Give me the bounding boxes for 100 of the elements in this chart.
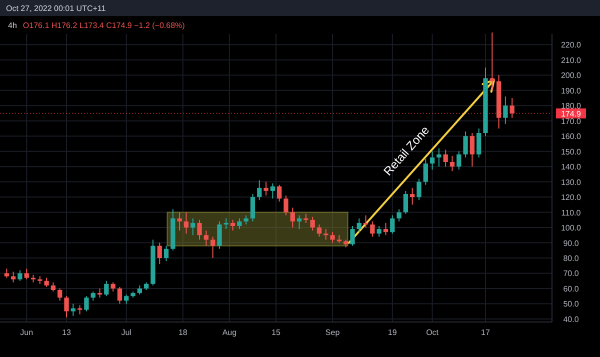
candlestick (470, 132, 475, 168)
candlestick (77, 304, 82, 315)
candlestick (490, 32, 494, 91)
candlestick (416, 178, 422, 201)
y-tick-label: 80.0 (563, 254, 580, 263)
x-tick-label: 19 (388, 328, 398, 337)
x-tick-label: Sep (325, 328, 340, 337)
candlestick (90, 291, 96, 302)
candlestick (50, 282, 56, 292)
candlestick (310, 216, 315, 232)
candlestick (4, 268, 9, 278)
y-tick-label: 40.0 (563, 314, 580, 324)
candlestick (396, 208, 402, 222)
candlestick (363, 214, 368, 228)
candlestick (18, 270, 22, 282)
candlestick (117, 286, 122, 304)
candlestick (284, 195, 288, 216)
candlestick (356, 218, 362, 233)
candlestick (277, 184, 282, 202)
y-tick-label: 120.0 (560, 193, 582, 202)
candlestick (110, 282, 116, 292)
y-tick-label: 140.0 (560, 162, 582, 172)
candlestick (410, 187, 415, 206)
candlestick (230, 219, 236, 232)
candlestick (316, 224, 322, 238)
ref-line-label: 174.9 (560, 109, 582, 118)
candlestick (376, 226, 382, 238)
candlestick (257, 180, 262, 201)
candlestick (204, 230, 208, 246)
candlestick (184, 212, 189, 234)
y-tick-label: 130.0 (560, 178, 582, 187)
candlestick (24, 268, 29, 280)
candlestick (403, 190, 408, 214)
y-tick-label: 190.0 (560, 86, 582, 96)
y-tick-label: 150.0 (560, 147, 582, 156)
candlestick (456, 150, 462, 170)
text: Oct 27, 2022 00:01 UTC+11 (6, 4, 106, 13)
candlestick (350, 226, 355, 246)
candlestick (190, 218, 196, 236)
y-tick-label: 180.0 (560, 102, 582, 111)
x-tick-label: 17 (481, 328, 490, 337)
candlestick (390, 214, 395, 234)
candlestick (64, 296, 69, 318)
candlestick (84, 296, 89, 312)
candlestick (383, 222, 388, 236)
candlestick (436, 148, 442, 168)
x-tick-label: Oct (426, 328, 440, 337)
candlestick (330, 232, 335, 244)
x-tick-label: Aug (222, 328, 237, 337)
candlestick (157, 242, 162, 265)
candlestick (510, 98, 514, 118)
candlestick (197, 219, 202, 240)
candlestick (430, 150, 435, 170)
candlestick (210, 236, 216, 258)
candlestick (250, 194, 256, 222)
candlestick (164, 245, 169, 262)
candlestick (104, 280, 109, 297)
y-tick-label: 170.0 (560, 116, 582, 126)
x-tick-label: Jun (20, 328, 34, 337)
candlestick (476, 128, 482, 158)
y-tick-label: 200.0 (560, 71, 582, 80)
candlestick (44, 277, 49, 288)
candlestick (304, 213, 308, 224)
candlestick (324, 228, 328, 240)
y-tick-label: 100.0 (560, 224, 582, 233)
candlestick (370, 220, 375, 238)
candlestick (124, 294, 129, 304)
candlestick (244, 214, 248, 225)
candlestick (137, 284, 142, 296)
candlestick (224, 218, 228, 230)
x-tick-label: 18 (178, 328, 188, 337)
x-tick-label: 13 (62, 328, 72, 337)
y-tick-label: 210.0 (560, 56, 582, 65)
y-tick-label: 70.0 (563, 269, 580, 278)
candlestick (503, 96, 508, 124)
x-tick-label: 15 (272, 328, 281, 337)
candlestick (177, 212, 182, 232)
y-tick-label: 90.0 (563, 238, 580, 248)
chart-title: 4h (8, 21, 17, 30)
candlestick (70, 303, 76, 316)
candlestick (58, 288, 62, 302)
x-tick-label: Jul (121, 328, 132, 337)
y-tick-label: 50.0 (563, 300, 580, 309)
chart-subtitle: O176.1 H176.2 L173.4 C174.9 −1.2 (−0.68%) (22, 21, 186, 30)
candlestick (450, 155, 455, 172)
candlestick (237, 218, 242, 230)
candlestick (264, 181, 268, 196)
candlestick (10, 271, 16, 283)
candlestick (443, 149, 448, 168)
candlestick (217, 220, 222, 250)
candlestick (97, 288, 102, 298)
y-tick-label: 110.0 (561, 208, 582, 218)
y-tick-label: 60.0 (563, 284, 580, 294)
candlestick (423, 158, 428, 186)
candlestick (296, 214, 302, 230)
y-tick-label: 220.0 (560, 40, 582, 50)
candlestick (463, 131, 468, 158)
y-tick-label: 160.0 (560, 132, 582, 142)
candlestick (290, 207, 295, 228)
candlestick (270, 182, 275, 200)
